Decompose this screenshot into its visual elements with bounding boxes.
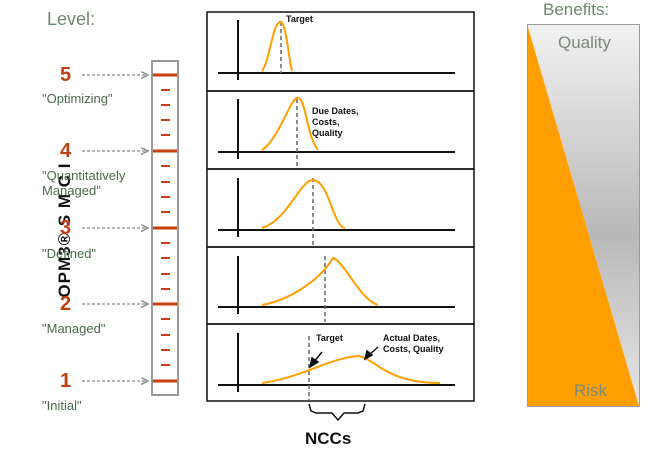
nccs-bracket: [308, 403, 366, 422]
level-1-number: 1: [60, 370, 72, 392]
level-5-number: 5: [60, 64, 72, 86]
curve-level-5: [261, 20, 293, 72]
annotation-target-top: Target: [286, 14, 313, 24]
nccs-label: NCCs: [305, 429, 352, 448]
level-ruler: [151, 60, 179, 396]
annotation-due-dates: Due Dates, Costs, Quality: [312, 106, 359, 138]
level-title: Level:: [47, 9, 96, 29]
level-1-name: "Initial": [42, 398, 82, 413]
benefits-triangles: [527, 24, 640, 407]
panel-level-5: [206, 11, 475, 92]
level-3-number: 3: [60, 217, 72, 239]
ruler-ticks: [153, 73, 177, 383]
benefits-title: Benefits:: [543, 0, 610, 19]
level-4-number: 4: [60, 140, 72, 162]
quality-label: Quality: [558, 33, 611, 52]
curve-level-4: [261, 97, 319, 151]
level-2-number: 2: [60, 293, 72, 315]
risk-label: Risk: [574, 381, 608, 400]
panel-level-3: [206, 168, 475, 248]
risk-triangle: [527, 24, 639, 406]
curve-level-2: [261, 256, 379, 306]
level-2-name: "Managed": [42, 321, 106, 336]
panel-level-2: [206, 246, 475, 325]
curve-level-1: [261, 354, 441, 384]
annotation-target-bottom: Target: [316, 333, 343, 343]
level-4-name: "Quantitatively Managed": [42, 168, 126, 198]
panel-level-1: [206, 323, 475, 402]
curve-level-3: [261, 178, 346, 229]
level-3-name: "Defined": [42, 246, 97, 261]
annotation-actual-dates: Actual Dates, Costs, Quality: [383, 333, 444, 354]
level-5-name: "Optimizing": [42, 91, 113, 106]
